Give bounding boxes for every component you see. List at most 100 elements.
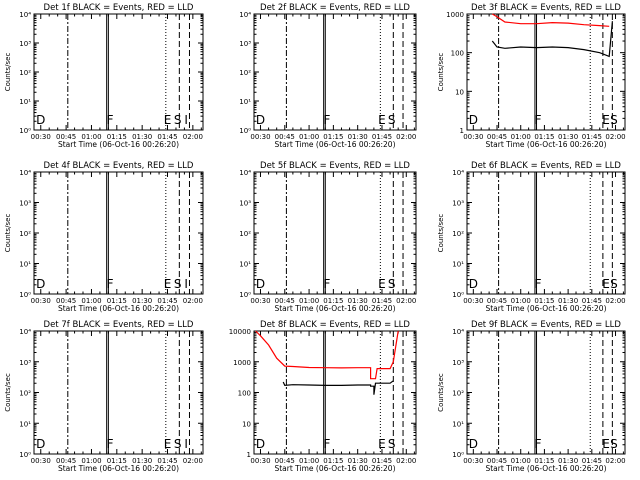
interval-marker: F <box>323 437 330 451</box>
plot-frame <box>466 171 626 295</box>
y-tick-label: 10² <box>19 230 31 238</box>
x-tick-label: 00:30 <box>31 297 51 305</box>
x-tick-label: 01:15 <box>107 457 127 465</box>
plot-frame <box>33 171 204 295</box>
y-tick-label: 10² <box>19 390 31 398</box>
interval-marker: E <box>602 113 610 127</box>
plot-frame <box>33 330 204 455</box>
x-tick-label: 02:00 <box>605 133 625 141</box>
interval-marker: E <box>602 437 610 451</box>
x-tick-label: 01:45 <box>157 133 177 141</box>
x-tick-label: 01:15 <box>534 457 554 465</box>
panel-title: Det 3f BLACK = Events, RED = LLD <box>471 3 621 13</box>
x-tick-label: 00:45 <box>487 297 507 305</box>
x-tick-label: 01:00 <box>511 133 531 141</box>
y-axis-label: Counts/sec <box>437 53 445 92</box>
x-tick-label: 01:30 <box>132 297 152 305</box>
y-tick-label: 10⁰ <box>239 291 251 299</box>
interval-marker: S <box>388 277 396 291</box>
x-tick-label: 00:30 <box>250 133 270 141</box>
x-tick-label: 00:30 <box>31 133 51 141</box>
y-tick-label: 10⁰ <box>239 127 251 135</box>
x-tick-label: 02:00 <box>605 457 625 465</box>
x-axis-label: Start Time (06-Oct-16 00:26:20) <box>485 140 606 149</box>
y-tick-label: 1 <box>460 127 464 135</box>
x-tick-label: 01:15 <box>323 297 343 305</box>
x-axis-label: Start Time (06-Oct-16 00:26:20) <box>485 464 606 473</box>
x-tick-label: 01:45 <box>582 297 602 305</box>
x-tick-label: 01:15 <box>107 297 127 305</box>
x-tick-label: 00:45 <box>56 297 76 305</box>
x-axis-label: Start Time (06-Oct-16 00:26:20) <box>58 304 179 313</box>
x-tick-label: 01:15 <box>534 297 554 305</box>
x-tick-label: 01:30 <box>558 297 578 305</box>
detector-panel: Det 6f BLACK = Events, RED = LLD Counts/s… <box>437 161 626 313</box>
plot-frame <box>253 330 417 455</box>
x-tick-label: 01:30 <box>348 457 368 465</box>
x-tick-label: 02:00 <box>183 457 203 465</box>
x-axis-label: Start Time (06-Oct-16 00:26:20) <box>58 140 179 149</box>
y-axis-label: Counts/sec <box>437 373 445 412</box>
x-tick-label: 01:30 <box>132 457 152 465</box>
x-tick-label: 00:30 <box>463 297 483 305</box>
y-tick-label: 1000 <box>446 11 464 19</box>
x-tick-label: 01:45 <box>582 133 602 141</box>
x-tick-label: 00:30 <box>250 457 270 465</box>
interval-marker: S <box>174 437 182 451</box>
x-tick-label: 00:45 <box>56 457 76 465</box>
detector-panel: Det 3f BLACK = Events, RED = LLD Counts/s… <box>437 3 626 149</box>
interval-marker: F <box>107 113 114 127</box>
y-tick-label: 10⁴ <box>19 169 31 177</box>
interval-marker: D <box>469 437 478 451</box>
x-tick-label: 01:30 <box>132 133 152 141</box>
interval-marker: E <box>378 277 386 291</box>
y-tick-label: 10⁰ <box>19 451 31 459</box>
x-tick-label: 01:00 <box>81 133 101 141</box>
interval-marker: D <box>256 277 265 291</box>
y-tick-label: 10² <box>239 230 251 238</box>
lld-rate-line <box>255 330 399 380</box>
interval-marker: D <box>256 113 265 127</box>
y-axis-label: Counts/sec <box>4 373 12 412</box>
interval-marker: F <box>107 437 114 451</box>
y-tick-label: 10⁰ <box>19 291 31 299</box>
y-tick-label: 1 <box>247 451 251 459</box>
panel-title: Det 7f BLACK = Events, RED = LLD <box>44 320 194 330</box>
detector-panel: Det 2f BLACK = Events, RED = LLD 10⁰ 10¹ 10… <box>239 3 417 149</box>
panel-title: Det 9f BLACK = Events, RED = LLD <box>471 320 621 330</box>
y-tick-label: 10² <box>452 230 464 238</box>
x-tick-label: 00:45 <box>275 457 295 465</box>
x-tick-label: 01:00 <box>299 457 319 465</box>
y-tick-label: 10³ <box>452 359 464 367</box>
x-tick-label: 01:00 <box>299 133 319 141</box>
x-tick-label: 01:45 <box>372 297 392 305</box>
x-tick-label: 01:30 <box>558 133 578 141</box>
interval-marker: E <box>164 113 172 127</box>
x-tick-label: 01:45 <box>372 133 392 141</box>
x-tick-label: 02:00 <box>183 133 203 141</box>
x-tick-label: 01:15 <box>534 133 554 141</box>
x-tick-label: 00:30 <box>463 457 483 465</box>
x-tick-label: 01:30 <box>348 133 368 141</box>
interval-marker: I <box>184 113 188 127</box>
y-tick-label: 10¹ <box>239 98 251 106</box>
y-axis-label: Counts/sec <box>4 53 12 92</box>
y-tick-label: 10000 <box>229 328 251 336</box>
x-tick-label: 02:00 <box>396 133 416 141</box>
y-axis-label: Counts/sec <box>4 214 12 253</box>
x-tick-label: 02:00 <box>396 457 416 465</box>
plot-frame <box>466 13 626 131</box>
interval-marker: D <box>36 437 45 451</box>
x-tick-label: 01:15 <box>323 457 343 465</box>
y-tick-label: 10¹ <box>239 261 251 269</box>
x-axis-label: Start Time (06-Oct-16 00:26:20) <box>274 464 395 473</box>
x-tick-label: 01:00 <box>299 297 319 305</box>
interval-marker: S <box>388 437 396 451</box>
y-tick-label: 100 <box>451 50 464 58</box>
x-tick-label: 01:45 <box>582 457 602 465</box>
panel-title: Det 1f BLACK = Events, RED = LLD <box>44 3 194 13</box>
y-tick-label: 10 <box>455 88 464 96</box>
interval-marker: S <box>610 437 618 451</box>
y-tick-label: 10⁴ <box>452 328 464 336</box>
interval-marker: D <box>469 277 478 291</box>
